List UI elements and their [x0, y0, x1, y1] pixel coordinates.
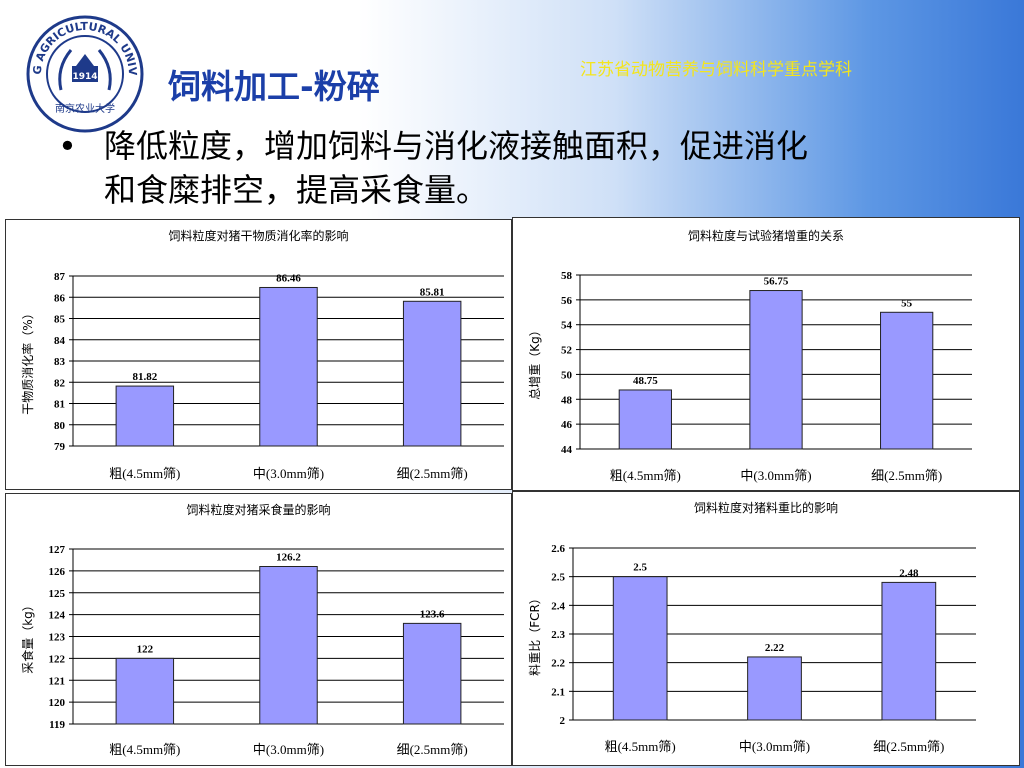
- chart-title: 饲料粒度对猪干物质消化率的影响: [168, 228, 348, 243]
- digestibility-chart: 饲料粒度对猪干物质消化率的影响 79 80 81 82 83 84 85 86 87 81.82 粗(…: [20, 228, 504, 481]
- bar: [749, 290, 803, 450]
- y-tick-label: 54: [561, 320, 573, 332]
- y-tick-label: 83: [54, 356, 66, 368]
- category-label: 细(2.5mm筛): [871, 468, 942, 483]
- category-label: 粗(4.5mm筛): [605, 739, 676, 754]
- y-tick-label: 2.3: [551, 629, 565, 641]
- bar: [612, 576, 668, 721]
- data-label: 2.5: [633, 562, 647, 574]
- chart-title: 饲料粒度与试验猪增重的关系: [688, 228, 844, 243]
- y-tick-label: 79: [54, 441, 66, 453]
- bar: [402, 300, 462, 447]
- y-tick-label: 2.2: [551, 658, 565, 670]
- subject-label: 江苏省动物营养与饲料科学重点学科: [580, 60, 852, 80]
- logo-bottom-text: 南京农业大学: [55, 102, 115, 115]
- y-tick-label: 86: [54, 292, 66, 304]
- y-axis-label: 干物质消化率（%）: [20, 307, 35, 414]
- slide-title: 饲料加工-粉碎: [168, 67, 380, 106]
- y-tick-label: 85: [54, 314, 66, 326]
- bar: [881, 581, 937, 721]
- bullet-line-1: 降低粒度，增加饲料与消化液接触面积，促进消化: [104, 127, 809, 165]
- bullet-text: 降低粒度，增加饲料与消化液接触面积，促进消化 和食糜排空，提高采食量。: [104, 124, 984, 212]
- y-tick-label: 120: [49, 697, 66, 709]
- data-label: 123.6: [420, 608, 445, 620]
- bar: [259, 566, 318, 725]
- data-label: 48.75: [633, 375, 658, 387]
- y-tick-label: 50: [561, 369, 573, 381]
- category-label: 中(3.0mm筛): [253, 466, 324, 481]
- y-axis-label: 总增重（Kg）: [528, 324, 542, 400]
- weight-gain-chart: 饲料粒度与试验猪增重的关系 44 46 48 50 52 54 56 58 48.75 粗(4.5m…: [528, 228, 972, 483]
- data-label: 2.48: [899, 567, 919, 579]
- y-tick-label: 46: [561, 419, 573, 431]
- bar: [115, 657, 175, 725]
- chart-title: 饲料粒度对猪料重比的影响: [694, 500, 838, 515]
- y-tick-label: 82: [54, 377, 66, 389]
- y-tick-label: 84: [54, 335, 66, 347]
- y-tick-label: 125: [49, 588, 66, 600]
- y-tick-label: 58: [561, 270, 573, 282]
- y-tick-label: 126: [49, 566, 66, 578]
- y-tick-label: 80: [54, 420, 66, 432]
- logo-year: 1914: [72, 72, 97, 82]
- category-label: 细(2.5mm筛): [873, 739, 944, 754]
- bar: [259, 286, 318, 447]
- bar: [115, 385, 175, 447]
- y-tick-label: 2.1: [551, 686, 565, 698]
- y-tick-label: 44: [561, 444, 573, 456]
- category-label: 中(3.0mm筛): [740, 468, 811, 483]
- y-tick-label: 2.5: [551, 572, 565, 584]
- data-label: 86.46: [276, 272, 301, 284]
- data-label: 122: [137, 643, 154, 655]
- y-tick-label: 52: [561, 345, 573, 357]
- bar: [747, 656, 802, 721]
- university-logo: NANJING AGRICULTURAL UNIVERSITY 1914 南京农…: [11, 0, 154, 134]
- y-tick-label: 87: [54, 271, 66, 283]
- data-label: 81.82: [132, 371, 157, 383]
- bullet-icon: •: [58, 127, 77, 165]
- y-tick-label: 2.4: [551, 600, 565, 612]
- y-tick-label: 127: [49, 544, 66, 556]
- y-axis-label: 料重比（FCR）: [528, 592, 542, 676]
- y-tick-label: 124: [49, 610, 66, 622]
- y-axis-label: 采食量（kg）: [20, 599, 35, 674]
- y-tick-label: 121: [49, 675, 66, 687]
- bar: [880, 311, 934, 450]
- chart-panel-weight-gain: 饲料粒度与试验猪增重的关系 44 46 48 50 52 54 56 58 48.75 粗(4.5m…: [512, 217, 1020, 491]
- data-label: 2.22: [765, 642, 785, 654]
- chart-panel-feed-intake: 饲料粒度对猪采食量的影响 119 120 121 122 123 124 125 126 127 1…: [5, 493, 512, 766]
- fcr-chart: 饲料粒度对猪料重比的影响 2 2.1 2.2 2.3 2.4 2.5 2.6 2.5 粗(4.5m…: [528, 500, 976, 754]
- y-tick-label: 48: [561, 394, 573, 406]
- y-tick-label: 119: [49, 719, 65, 731]
- y-tick-label: 81: [54, 399, 65, 411]
- category-label: 中(3.0mm筛): [253, 742, 324, 757]
- bar: [402, 622, 462, 725]
- chart-title: 饲料粒度对猪采食量的影响: [186, 502, 330, 517]
- chart-panel-fcr: 饲料粒度对猪料重比的影响 2 2.1 2.2 2.3 2.4 2.5 2.6 2.5 粗(4.5m…: [512, 491, 1020, 766]
- data-label: 85.81: [420, 286, 445, 298]
- y-tick-label: 122: [49, 653, 66, 665]
- bar: [618, 389, 672, 450]
- data-label: 56.75: [764, 276, 789, 288]
- category-label: 粗(4.5mm筛): [610, 468, 681, 483]
- feed-intake-chart: 饲料粒度对猪采食量的影响 119 120 121 122 123 124 125 126 127 1…: [20, 502, 504, 757]
- category-label: 中(3.0mm筛): [739, 739, 810, 754]
- data-label: 55: [901, 297, 913, 309]
- y-tick-label: 56: [561, 295, 573, 307]
- category-label: 粗(4.5mm筛): [109, 742, 180, 757]
- y-tick-label: 2: [560, 715, 566, 727]
- y-tick-label: 2.6: [551, 543, 565, 555]
- data-label: 126.2: [276, 552, 301, 564]
- chart-panel-digestibility: 饲料粒度对猪干物质消化率的影响 79 80 81 82 83 84 85 86 87 81.82 粗(…: [5, 219, 512, 490]
- y-tick-label: 123: [49, 632, 66, 644]
- category-label: 粗(4.5mm筛): [109, 466, 180, 481]
- bullet-line-2: 和食糜排空，提高采食量。: [104, 171, 489, 209]
- category-label: 细(2.5mm筛): [397, 742, 468, 757]
- wheat-emblem-icon: [58, 49, 112, 91]
- category-label: 细(2.5mm筛): [397, 466, 468, 481]
